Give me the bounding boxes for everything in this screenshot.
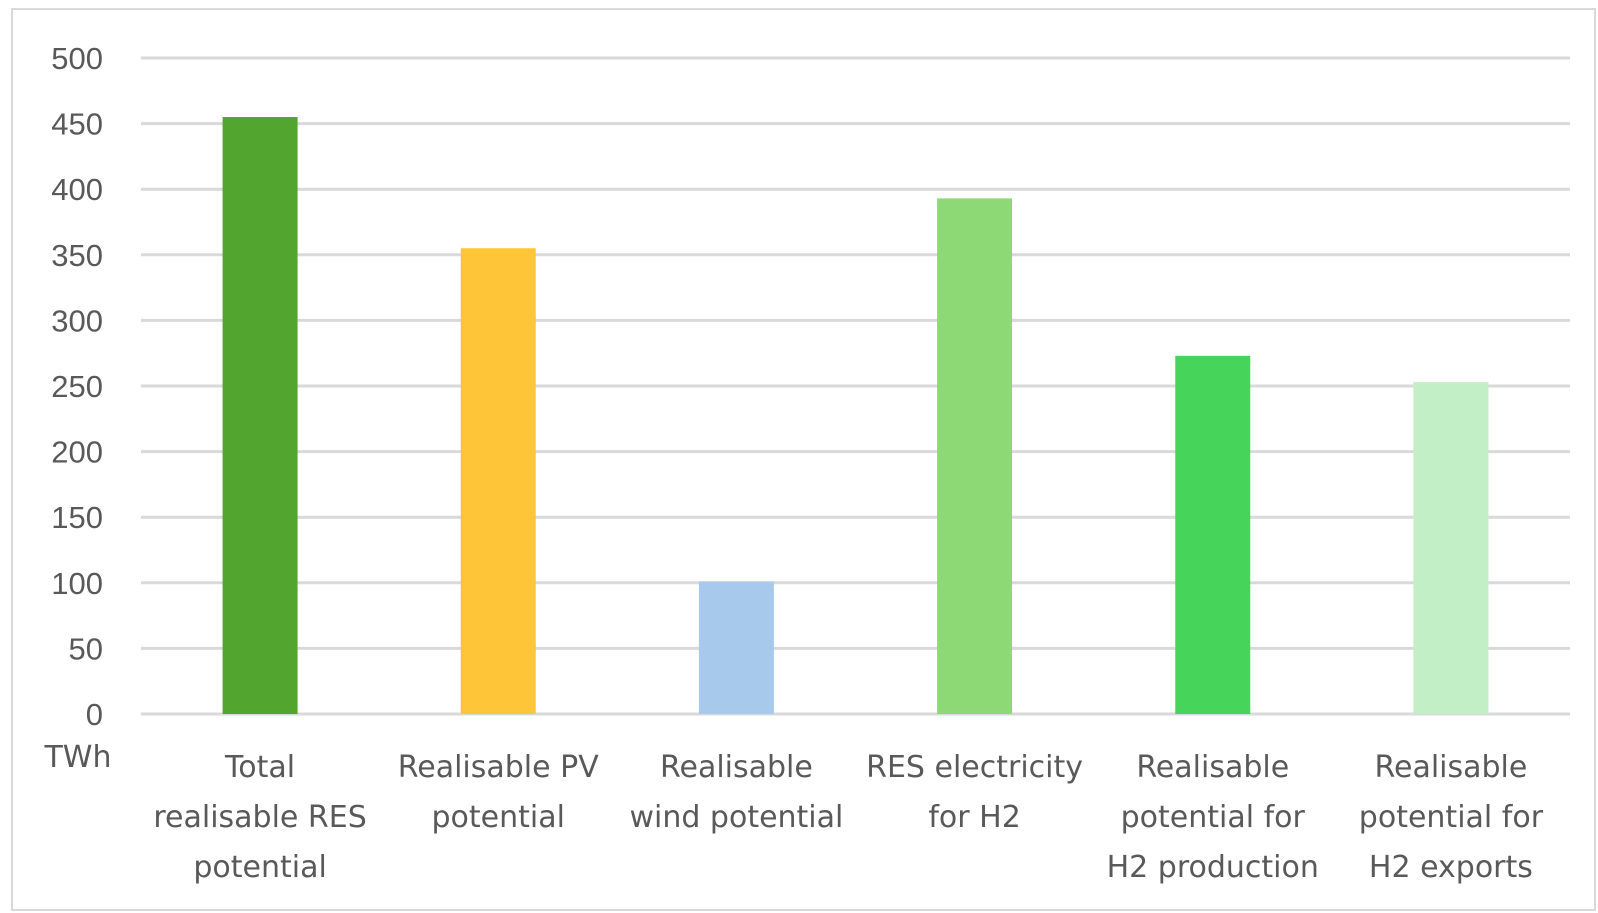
- y-tick-label: 300: [51, 303, 103, 338]
- x-category-label: Total realisable RES potential: [153, 750, 366, 885]
- y-tick-label: 400: [51, 172, 103, 207]
- y-tick-label: 0: [86, 697, 103, 732]
- y-axis-ticks: 0 50 100 150 200 250 300 350 400 450 500: [51, 41, 103, 732]
- x-axis-categories: Total realisable RES potential Realisable P…: [153, 750, 1543, 885]
- x-category-label: Realisable wind potential: [629, 750, 843, 835]
- bars: [222, 117, 1489, 715]
- bar-2: [460, 248, 536, 715]
- y-tick-label: 450: [51, 107, 103, 142]
- bar-5: [1175, 355, 1251, 714]
- x-category-label: RES electricity for H2: [866, 750, 1083, 835]
- y-tick-label: 50: [69, 631, 103, 666]
- bar-4: [937, 198, 1013, 714]
- bar-1: [222, 117, 298, 715]
- y-tick-label: 150: [51, 500, 103, 535]
- y-tick-label: 250: [51, 369, 103, 404]
- y-tick-label: 500: [51, 41, 103, 76]
- y-axis-unit-label: TWh: [43, 740, 111, 775]
- bar-6: [1413, 382, 1489, 714]
- y-tick-label: 350: [51, 238, 103, 273]
- x-category-label: Realisable potential for H2 exports: [1359, 750, 1544, 885]
- x-category-label: Realisable potential for H2 production: [1107, 750, 1319, 885]
- x-category-label: Realisable PV potential: [398, 750, 599, 835]
- y-tick-label: 200: [51, 435, 103, 470]
- bar-3: [698, 581, 774, 714]
- y-tick-label: 100: [51, 566, 103, 601]
- gridlines: [141, 56, 1570, 716]
